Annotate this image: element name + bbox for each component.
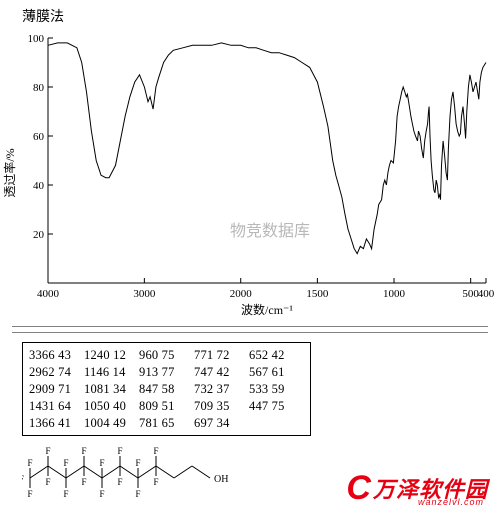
chart-watermark: 物竞数据库: [230, 222, 310, 240]
peak-cell: 2909 71: [29, 381, 84, 398]
peak-cell: 709 35: [194, 398, 249, 415]
peak-cell: 847 58: [139, 381, 194, 398]
peak-cell: 1146 14: [84, 364, 139, 381]
peak-cell: 913 77: [139, 364, 194, 381]
logo-letter: C: [346, 471, 371, 505]
peak-cell: 1240 12: [84, 347, 139, 364]
logo-url: wanzelvl.com: [418, 497, 484, 507]
peak-cell: 1366 41: [29, 415, 84, 432]
chemical-structure: FFFFFFFFFFFFFFFFFOH: [22, 444, 252, 505]
peak-cell: 960 75: [139, 347, 194, 364]
svg-text:F: F: [99, 458, 104, 468]
svg-text:F: F: [27, 489, 32, 499]
svg-text:1000: 1000: [383, 288, 406, 300]
svg-text:F: F: [153, 477, 158, 487]
peak-cell: 781 65: [139, 415, 194, 432]
peak-cell: 697 34: [194, 415, 249, 432]
svg-text:F: F: [63, 489, 68, 499]
svg-text:F: F: [22, 474, 24, 484]
peak-cell: 732 37: [194, 381, 249, 398]
table-row: 1366 411004 49781 65697 34: [29, 415, 304, 432]
svg-text:F: F: [45, 477, 50, 487]
table-row: 2962 741146 14913 77747 42567 61: [29, 364, 304, 381]
peak-cell: 447 75: [249, 398, 304, 415]
svg-text:F: F: [117, 477, 122, 487]
svg-text:40: 40: [33, 180, 45, 192]
peak-cell: 809 51: [139, 398, 194, 415]
svg-text:F: F: [27, 458, 32, 468]
svg-text:F: F: [99, 489, 104, 499]
peak-cell: 1431 64: [29, 398, 84, 415]
svg-text:F: F: [45, 446, 50, 456]
peak-cell: 567 61: [249, 364, 304, 381]
svg-text:F: F: [117, 446, 122, 456]
y-axis-label: 透过率/%: [2, 148, 17, 197]
svg-text:20: 20: [33, 229, 45, 241]
peak-cell: 533 59: [249, 381, 304, 398]
svg-text:80: 80: [33, 82, 45, 94]
page-title: 薄膜法: [22, 6, 64, 26]
svg-text:60: 60: [33, 131, 45, 143]
peak-table: 3366 431240 12960 75771 72652 422962 741…: [22, 342, 311, 436]
peak-cell: 1050 40: [84, 398, 139, 415]
peak-cell: 747 42: [194, 364, 249, 381]
svg-text:1500: 1500: [306, 288, 329, 300]
peak-cell: 771 72: [194, 347, 249, 364]
svg-text:400: 400: [478, 288, 495, 300]
svg-text:3000: 3000: [133, 288, 156, 300]
peak-cell: 2962 74: [29, 364, 84, 381]
svg-text:F: F: [153, 446, 158, 456]
x-axis-label: 波数/cm⁻¹: [241, 302, 293, 317]
svg-text:100: 100: [28, 33, 45, 45]
peak-cell: 3366 43: [29, 347, 84, 364]
svg-text:4000: 4000: [37, 288, 60, 300]
peak-cell: 1081 34: [84, 381, 139, 398]
peak-cell: 652 42: [249, 347, 304, 364]
table-row: 1431 641050 40809 51709 35447 75: [29, 398, 304, 415]
table-row: 3366 431240 12960 75771 72652 42: [29, 347, 304, 364]
svg-text:F: F: [63, 458, 68, 468]
site-watermark: C 万泽软件园 wanzelvl.com: [346, 471, 488, 505]
svg-text:F: F: [81, 477, 86, 487]
divider: [12, 332, 488, 333]
svg-text:2000: 2000: [230, 288, 253, 300]
svg-text:OH: OH: [214, 474, 228, 485]
svg-text:F: F: [135, 489, 140, 499]
ir-spectrum-chart: 2040608010040003000200015001000500400 透过…: [0, 28, 500, 318]
svg-text:F: F: [135, 458, 140, 468]
table-row: 2909 711081 34847 58732 37533 59: [29, 381, 304, 398]
divider: [12, 326, 488, 327]
peak-cell: 1004 49: [84, 415, 139, 432]
svg-text:F: F: [81, 446, 86, 456]
